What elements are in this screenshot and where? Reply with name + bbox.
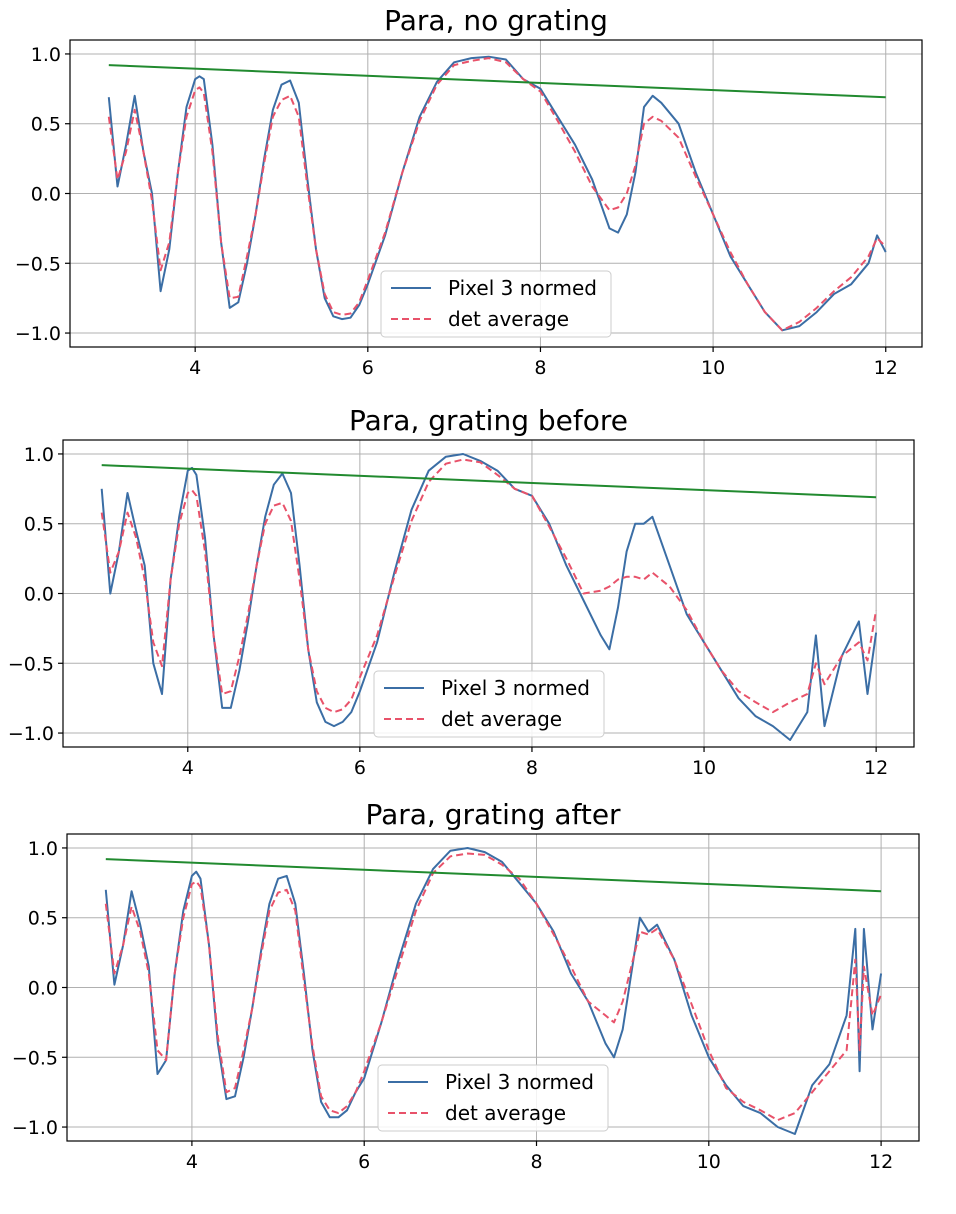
legend-label: det average	[445, 1101, 566, 1125]
x-tick-label: 8	[534, 357, 546, 379]
x-tick-label: 10	[697, 1151, 721, 1173]
plot-area	[104, 847, 883, 1135]
y-tick-label: 1.0	[28, 838, 58, 860]
axes-frame	[62, 439, 915, 748]
x-tick-label: 6	[354, 757, 366, 779]
y-tick-label: −0.5	[12, 1047, 58, 1069]
x-tick-label: 4	[186, 1151, 198, 1173]
y-tick-label: 0.5	[31, 114, 61, 136]
series-line-pixel-3-normed	[104, 847, 883, 1135]
x-tick-label: 10	[692, 757, 716, 779]
y-tick-label: 0.0	[28, 978, 58, 1000]
x-tick-label: 8	[526, 757, 538, 779]
trend-line	[108, 64, 886, 99]
x-tick-label: 8	[530, 1151, 542, 1173]
x-tick-label: 12	[864, 757, 888, 779]
chart-title: Para, grating after	[365, 798, 621, 831]
y-tick-label: −1.0	[12, 1117, 58, 1139]
trend-line	[105, 858, 882, 893]
plot-area	[100, 453, 878, 741]
chart-panel-3: Para, grating after 4 6 8 10 12 1.0 0.5 0.0 −0.5 −…	[12, 798, 920, 1173]
series-line-det-average	[107, 57, 887, 332]
axes-frame	[66, 833, 920, 1142]
series-line-det-average	[104, 852, 883, 1122]
legend-box	[373, 670, 605, 738]
legend-box	[380, 270, 612, 338]
legend-label: Pixel 3 normed	[448, 276, 597, 300]
legend: Pixel 3 normed det average	[380, 270, 612, 338]
chart-title: Para, no grating	[384, 4, 608, 37]
y-tick-label: 1.0	[31, 44, 61, 66]
legend-label: Pixel 3 normed	[441, 676, 590, 700]
x-tick-label: 12	[869, 1151, 893, 1173]
y-tick-label: 0.0	[24, 584, 54, 606]
legend-box	[377, 1064, 609, 1132]
chart-panel-1: Para, no grating 4 6 8 10 12 1.0 0.5 0.0 −0.5 −1.0…	[15, 4, 923, 379]
y-tick-label: −1.0	[15, 323, 61, 345]
y-tick-label: −0.5	[15, 253, 61, 275]
y-tick-label: 0.5	[24, 514, 54, 536]
x-tick-label: 6	[358, 1151, 370, 1173]
x-tick-label: 12	[874, 357, 898, 379]
y-tick-label: −0.5	[8, 653, 54, 675]
chart-panel-2: Para, grating before 4 6 8 10 12 1.0 0.5 0.0 −0.5…	[8, 404, 915, 779]
axes-frame	[69, 39, 923, 348]
y-tick-label: 0.5	[28, 908, 58, 930]
x-tick-label: 4	[189, 357, 201, 379]
legend-label: det average	[448, 307, 569, 331]
x-tick-label: 6	[362, 357, 374, 379]
legend-label: det average	[441, 707, 562, 731]
legend: Pixel 3 normed det average	[377, 1064, 609, 1132]
legend: Pixel 3 normed det average	[373, 670, 605, 738]
chart-title: Para, grating before	[349, 404, 628, 437]
plot-area	[107, 55, 887, 332]
x-tick-label: 10	[701, 357, 725, 379]
trend-line	[101, 464, 877, 499]
y-tick-label: −1.0	[8, 723, 54, 745]
y-tick-label: 1.0	[24, 444, 54, 466]
x-tick-label: 4	[182, 757, 194, 779]
legend-label: Pixel 3 normed	[445, 1070, 594, 1094]
y-tick-label: 0.0	[31, 184, 61, 206]
